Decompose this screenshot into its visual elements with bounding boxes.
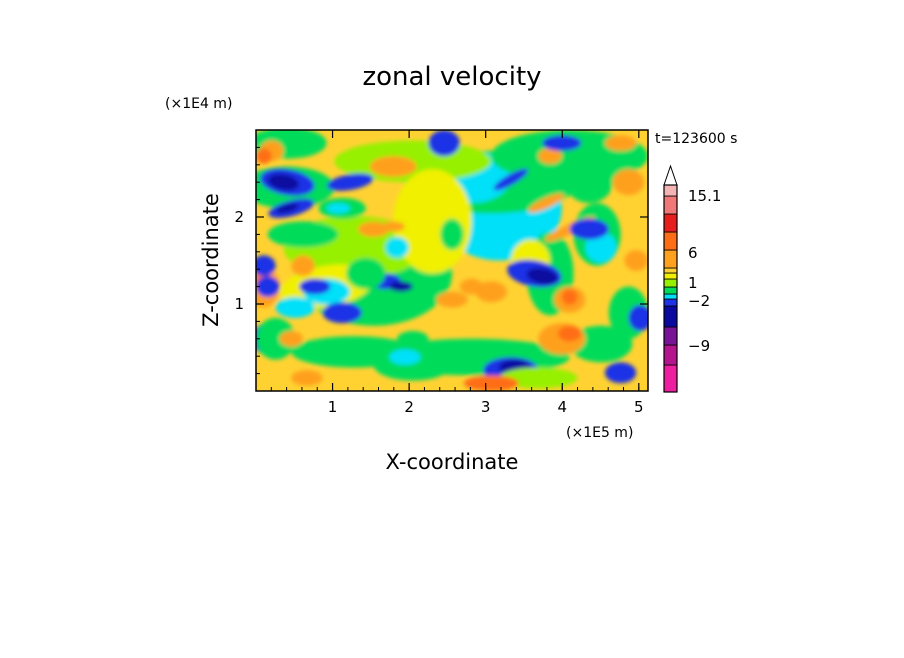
contour-region (459, 278, 484, 295)
x-tick-label: 5 (634, 398, 644, 416)
contour-region (557, 325, 582, 342)
contour-region (279, 330, 304, 347)
contour-region (493, 168, 528, 191)
time-label: t=123600 s (655, 131, 737, 147)
colorbar-segment (663, 195, 678, 215)
contour-region (538, 148, 562, 164)
contour-region (267, 174, 299, 191)
contour-region (256, 255, 276, 277)
contour-region (569, 325, 633, 363)
plot-area (256, 130, 648, 391)
colorbar-segment (663, 184, 678, 197)
colorbar-label: 6 (688, 244, 698, 262)
contour-region (569, 218, 609, 240)
y-axis-label: Z-coordinate (199, 193, 223, 327)
contour-region (436, 291, 468, 308)
contour-region (369, 156, 417, 177)
colorbar-segment (663, 326, 678, 346)
y-unit-label: (×1E4 m) (165, 96, 232, 112)
contour-region (463, 375, 519, 391)
contour-region (561, 289, 578, 305)
contour-region (393, 169, 472, 274)
contour-region (585, 231, 617, 264)
colorbar-label: 1 (688, 274, 698, 292)
contour-region (389, 281, 413, 292)
colorbar-segment (663, 293, 678, 300)
contour-region (428, 130, 460, 157)
contour-region (326, 203, 351, 214)
contour-region (291, 255, 315, 277)
contour-region (542, 135, 582, 151)
colorbar-segment (663, 267, 678, 274)
contour-region (565, 161, 613, 204)
contour-region (322, 302, 362, 324)
colorbar: 15.1 6 1−2 −9 (663, 164, 721, 393)
colorbar-label: −9 (688, 337, 710, 355)
contour-region (326, 173, 374, 191)
colorbar-segment (663, 278, 678, 288)
contour-region (526, 267, 558, 285)
contour-region (256, 148, 272, 164)
contour-region (381, 221, 405, 232)
colorbar-segment (663, 272, 678, 280)
contour-region (604, 135, 637, 151)
contour-region (256, 317, 296, 360)
y-tick-label: 1 (234, 295, 244, 313)
contour-region (275, 203, 299, 214)
contour-region (256, 276, 280, 298)
contour-region (440, 218, 464, 251)
contour-region (475, 281, 507, 303)
colorbar-segment (663, 298, 678, 307)
contour-region (267, 221, 339, 248)
colorbar-extend-max (663, 164, 678, 186)
colorbar-segment (663, 305, 678, 328)
colorbar-segment (663, 213, 678, 233)
colorbar-label: −2 (688, 292, 710, 310)
contour-region (604, 362, 637, 384)
x-tick-label: 3 (481, 398, 491, 416)
contour-region (291, 370, 323, 386)
colorbar-segment (663, 344, 678, 366)
x-axis-label: X-coordinate (386, 450, 519, 474)
contour-region (528, 193, 564, 213)
x-unit-label: (×1E5 m) (566, 425, 633, 441)
contour-region (397, 330, 429, 347)
colorbar-segment (663, 249, 678, 269)
chart-title: zonal velocity (362, 62, 541, 92)
contour-region (275, 297, 315, 318)
colorbar-label: 15.1 (688, 187, 721, 205)
contour-region (499, 367, 578, 389)
plot-frame (255, 129, 649, 392)
x-tick-label: 2 (404, 398, 414, 416)
colorbar-frame (663, 184, 678, 393)
contour-region (628, 304, 648, 331)
colorbar-segment (663, 231, 678, 251)
colorbar-segment (663, 364, 678, 393)
x-tick-label: 1 (328, 398, 338, 416)
y-tick-label: 2 (234, 208, 244, 226)
contour-region (385, 237, 409, 258)
x-tick-label: 4 (557, 398, 567, 416)
contour-region (299, 278, 331, 295)
contour-region (357, 221, 390, 238)
contour-region (612, 169, 645, 196)
contour-region (624, 250, 648, 271)
contour-region (346, 257, 386, 290)
colorbar-segment (663, 286, 678, 295)
contour-region (389, 349, 421, 365)
